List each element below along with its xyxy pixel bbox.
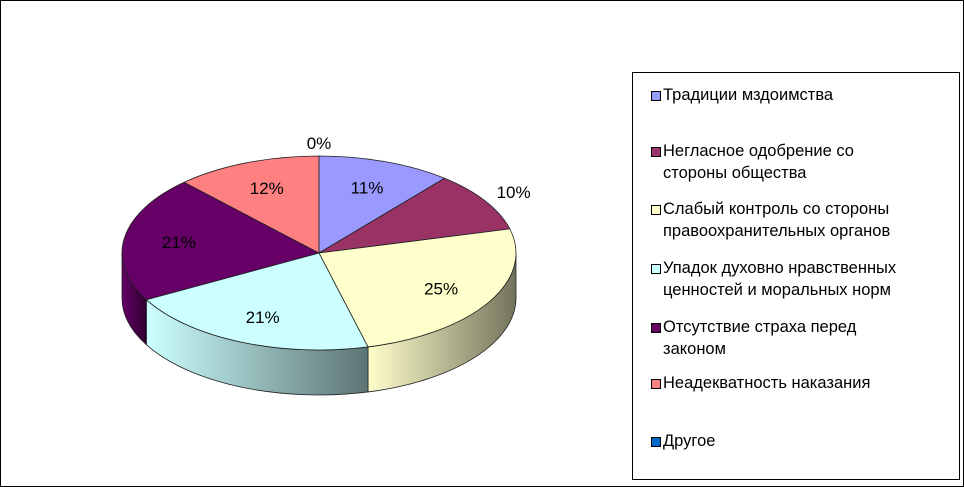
legend-label: Отсутствие страха перед законом	[663, 318, 857, 358]
legend-label: Традиции мздоимства	[663, 86, 834, 104]
legend-label: Другое	[663, 432, 716, 450]
pie-data-label: 21%	[246, 308, 280, 327]
legend-item: Традиции мздоимства	[651, 84, 953, 106]
pie-slice	[183, 155, 320, 254]
legend-label: Слабый контроль со стороны правоохраните…	[663, 200, 891, 240]
legend-swatch	[651, 323, 661, 333]
legend-swatch	[651, 91, 661, 101]
pie-data-label: 25%	[424, 280, 458, 299]
legend-label: Негласное одобрение со стороны общества	[663, 142, 854, 182]
legend-swatch	[651, 437, 661, 447]
pie-slice	[318, 228, 517, 348]
pie-data-label: 0%	[307, 134, 332, 153]
pie-slice	[121, 181, 321, 301]
legend-label: Упадок духовно нравственных ценностей и …	[663, 259, 897, 299]
legend-label: Неадекватность наказания	[663, 374, 871, 392]
legend-item: Неадекватность наказания	[651, 372, 953, 394]
pie-slice	[318, 155, 446, 254]
pie-data-label: 12%	[250, 179, 284, 198]
pie-tops	[121, 155, 517, 351]
legend-item: Отсутствие страха перед законом	[651, 316, 953, 360]
pie-sides	[121, 252, 517, 396]
legend-item: Негласное одобрение со стороны общества	[651, 140, 953, 184]
legend-swatch	[651, 147, 661, 157]
pie-data-label: 10%	[497, 183, 531, 202]
pie-labels: 11% 10% 25% 21% 21% 12% 0%	[162, 134, 531, 327]
legend-item: Другое	[651, 430, 953, 452]
legend-item: Упадок духовно нравственных ценностей и …	[651, 257, 953, 301]
pie-slice	[318, 177, 511, 254]
pie-data-label: 11%	[351, 178, 384, 197]
legend: Традиции мздоимства Негласное одобрение …	[632, 72, 960, 480]
pie-slice	[145, 252, 369, 351]
legend-item: Слабый контроль со стороны правоохраните…	[651, 198, 953, 242]
legend-swatch	[651, 205, 661, 215]
pie-data-label: 21%	[162, 233, 196, 252]
legend-swatch	[651, 379, 661, 389]
legend-swatch	[651, 264, 661, 274]
